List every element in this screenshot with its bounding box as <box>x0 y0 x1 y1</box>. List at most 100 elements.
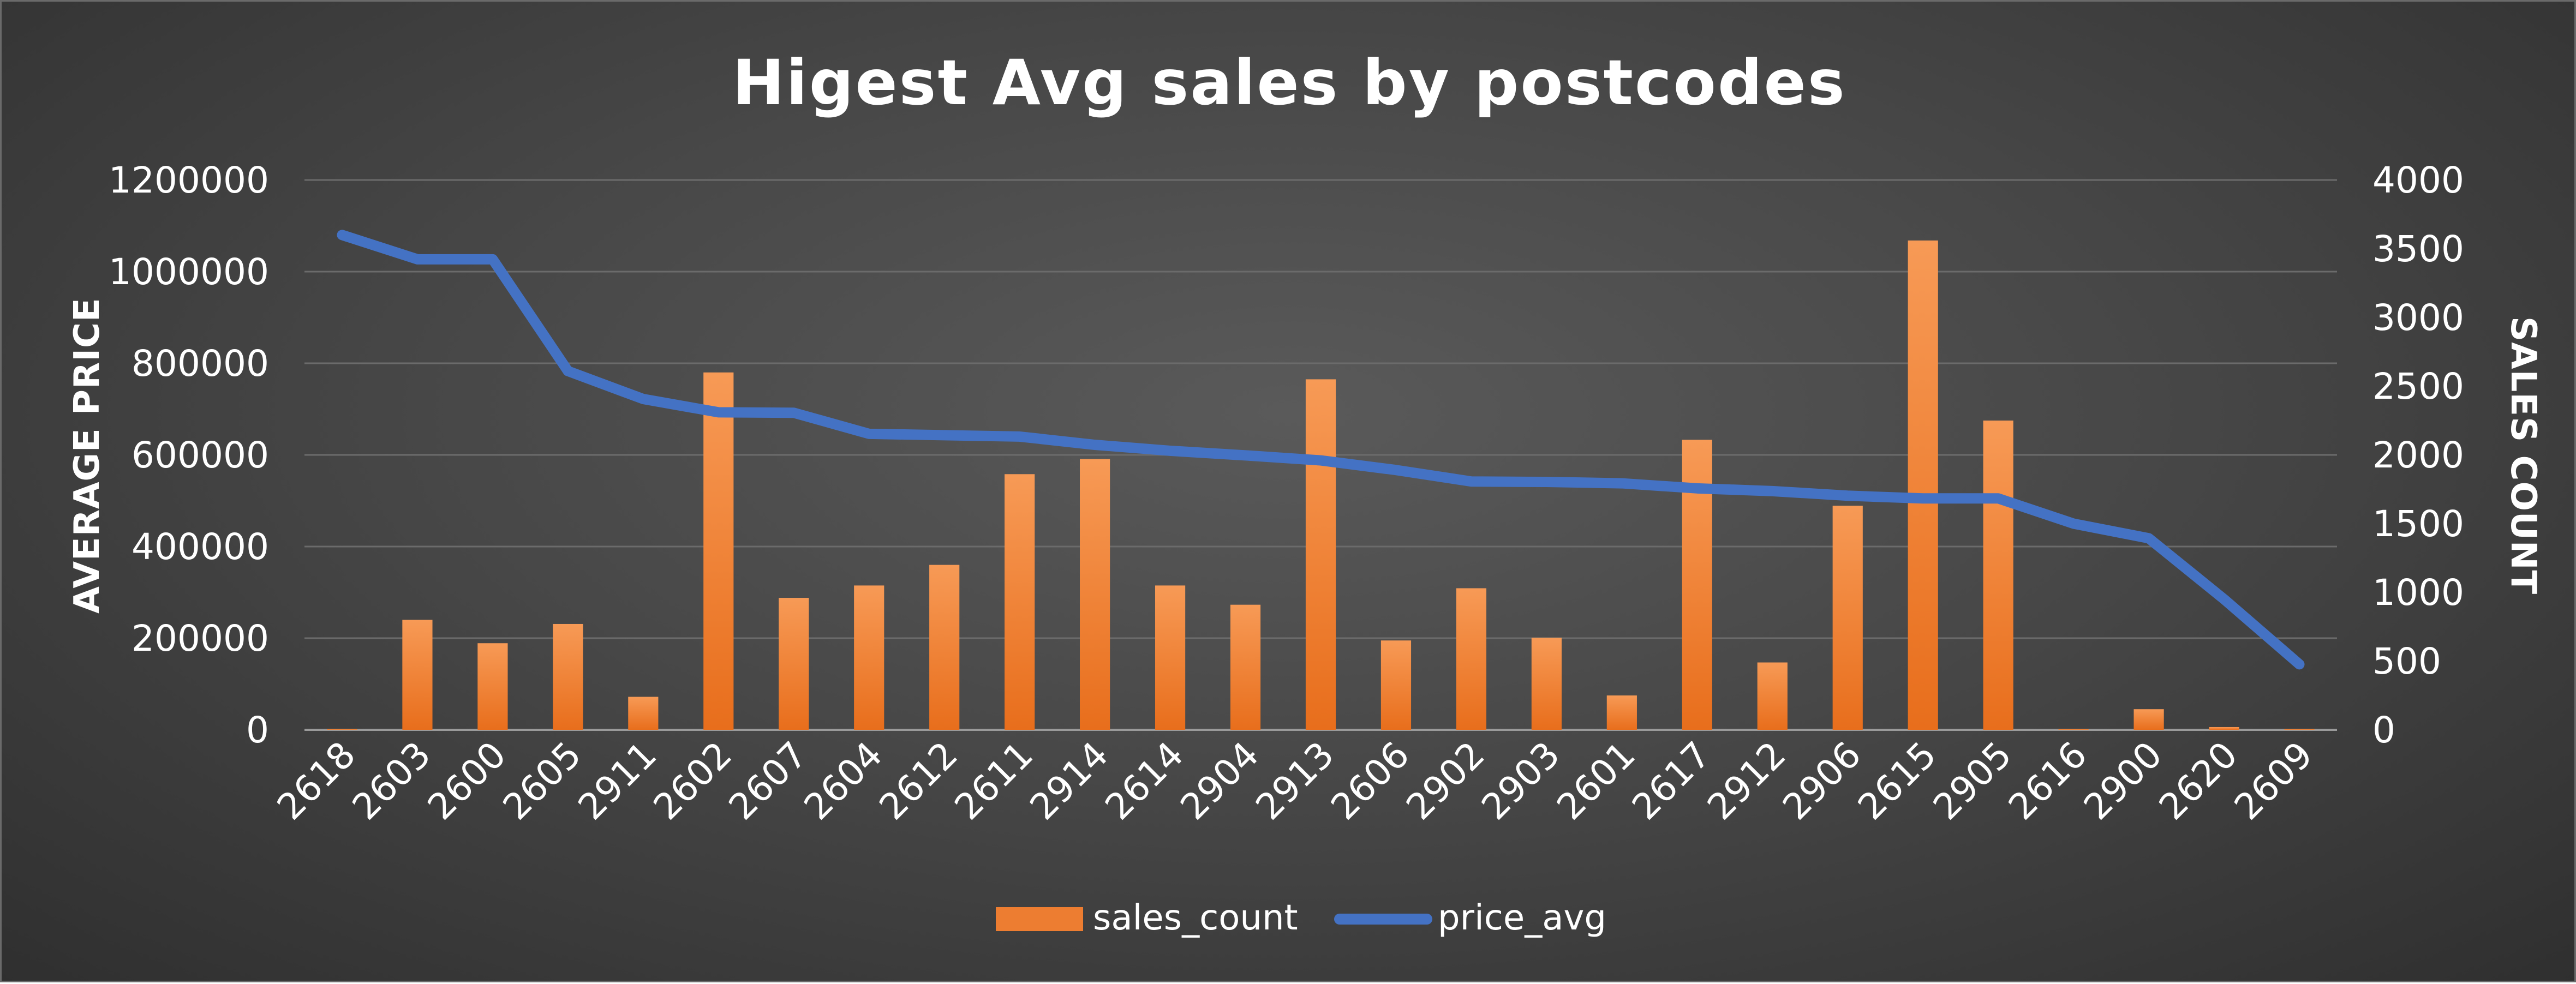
bar-sales-count <box>477 643 508 730</box>
x-tick-label: 2903 <box>1473 734 1568 828</box>
bar-sales-count <box>1531 638 1562 730</box>
bar-sales-count <box>1908 240 1938 730</box>
right-tick-label: 1000 <box>2372 572 2464 614</box>
point-price-avg <box>1470 480 1473 483</box>
point-price-avg <box>2223 598 2226 601</box>
right-axis-ticks: 0 500 1000 1500 2000 2500 3000 3500 4000 <box>2372 159 2464 751</box>
x-tick-label: 2617 <box>1624 734 1718 828</box>
x-tick-label: 2905 <box>1925 734 2019 828</box>
point-price-avg <box>1244 454 1247 457</box>
left-tick-label: 0 <box>246 709 269 751</box>
right-tick-label: 4000 <box>2372 159 2464 201</box>
point-price-avg <box>1771 490 1774 493</box>
bar-sales-count <box>1606 695 1637 730</box>
point-price-avg <box>1545 481 1548 483</box>
bar-sales-count <box>1155 585 1186 730</box>
right-tick-label: 500 <box>2372 640 2441 682</box>
x-tick-label: 2615 <box>1850 734 1944 828</box>
legend-swatch-sales-count <box>996 907 1083 931</box>
x-tick-label: 2611 <box>947 734 1041 828</box>
point-price-avg <box>943 434 946 436</box>
bar-sales-count <box>1005 474 1035 730</box>
x-tick-label: 2612 <box>871 734 966 828</box>
bar-sales-count <box>402 620 433 730</box>
bar-sales-count <box>2284 729 2315 730</box>
bar-sales-count <box>1983 421 2013 730</box>
point-price-avg <box>642 398 644 400</box>
x-tick-label: 2604 <box>796 734 890 828</box>
left-axis-title: AVERAGE PRICE <box>67 297 107 613</box>
left-tick-label: 400000 <box>132 526 269 568</box>
point-price-avg <box>1846 494 1849 497</box>
bar-sales-count <box>553 623 583 730</box>
point-price-avg <box>566 370 569 373</box>
chart-title: Higest Avg sales by postcodes <box>732 46 1846 119</box>
x-tick-label: 2602 <box>646 734 740 828</box>
bar-sales-count <box>1757 662 1788 730</box>
bar-sales-count <box>703 372 734 730</box>
point-price-avg <box>1018 435 1021 438</box>
left-tick-label: 200000 <box>132 617 269 659</box>
x-tick-label: 2900 <box>2076 734 2170 828</box>
sales-count-bars <box>327 240 2315 730</box>
bar-sales-count <box>1230 604 1261 730</box>
x-tick-label: 2906 <box>1774 734 1869 828</box>
point-price-avg <box>1696 487 1699 490</box>
right-tick-label: 1500 <box>2372 503 2464 545</box>
bar-sales-count <box>2209 727 2239 730</box>
point-price-avg <box>1169 449 1172 452</box>
point-price-avg <box>1621 482 1623 485</box>
left-tick-label: 600000 <box>132 434 269 476</box>
point-price-avg <box>1093 443 1096 446</box>
legend-label-sales-count: sales_count <box>1093 898 1298 938</box>
bar-sales-count <box>779 598 809 730</box>
bar-sales-count <box>1456 588 1487 730</box>
x-tick-label: 2914 <box>1022 734 1116 828</box>
bar-sales-count <box>854 585 884 730</box>
point-price-avg <box>416 258 419 261</box>
x-tick-label: 2607 <box>721 734 815 828</box>
bar-sales-count <box>628 697 659 730</box>
point-price-avg <box>491 258 494 261</box>
x-tick-label: 2911 <box>570 734 665 828</box>
x-tick-label: 2614 <box>1097 734 1192 828</box>
point-price-avg <box>792 411 795 414</box>
point-price-avg <box>1395 469 1397 471</box>
right-tick-label: 0 <box>2372 709 2395 751</box>
point-price-avg <box>2148 537 2150 539</box>
point-price-avg <box>2298 663 2301 665</box>
x-tick-label: 2913 <box>1248 734 1342 828</box>
x-tick-label: 2606 <box>1323 734 1418 828</box>
x-tick-label: 2618 <box>269 734 363 828</box>
point-price-avg <box>868 433 870 435</box>
left-tick-label: 1000000 <box>109 251 269 293</box>
x-tick-label: 2601 <box>1549 734 1643 828</box>
bar-sales-count <box>2133 709 2164 730</box>
bar-sales-count <box>1305 379 1336 730</box>
bar-sales-count <box>1080 459 1110 730</box>
x-tick-label: 2902 <box>1398 734 1493 828</box>
right-tick-label: 2500 <box>2372 365 2464 407</box>
right-tick-label: 2000 <box>2372 434 2464 476</box>
price-avg-line-layer <box>337 230 2305 670</box>
point-price-avg <box>2072 523 2075 525</box>
left-axis-ticks: 0 200000 400000 600000 800000 1000000 1200000 <box>109 159 269 751</box>
bar-sales-count <box>1380 640 1412 730</box>
right-tick-label: 3500 <box>2372 228 2464 270</box>
point-price-avg <box>1922 497 1924 500</box>
point-price-avg <box>1997 497 2000 500</box>
bar-sales-count <box>1832 506 1863 730</box>
bar-sales-count <box>2058 729 2089 730</box>
left-tick-label: 800000 <box>132 343 269 385</box>
point-price-avg <box>1319 459 1322 462</box>
bar-sales-count <box>929 565 960 730</box>
left-tick-label: 1200000 <box>109 159 269 201</box>
legend: sales_count price_avg <box>996 898 1606 938</box>
legend-label-price-avg: price_avg <box>1438 898 1606 938</box>
x-axis-ticks: 2618260326002605291126022607260426122611… <box>269 734 2321 828</box>
x-tick-label: 2600 <box>420 734 514 828</box>
x-tick-label: 2912 <box>1699 734 1794 828</box>
x-tick-label: 2605 <box>495 734 589 828</box>
